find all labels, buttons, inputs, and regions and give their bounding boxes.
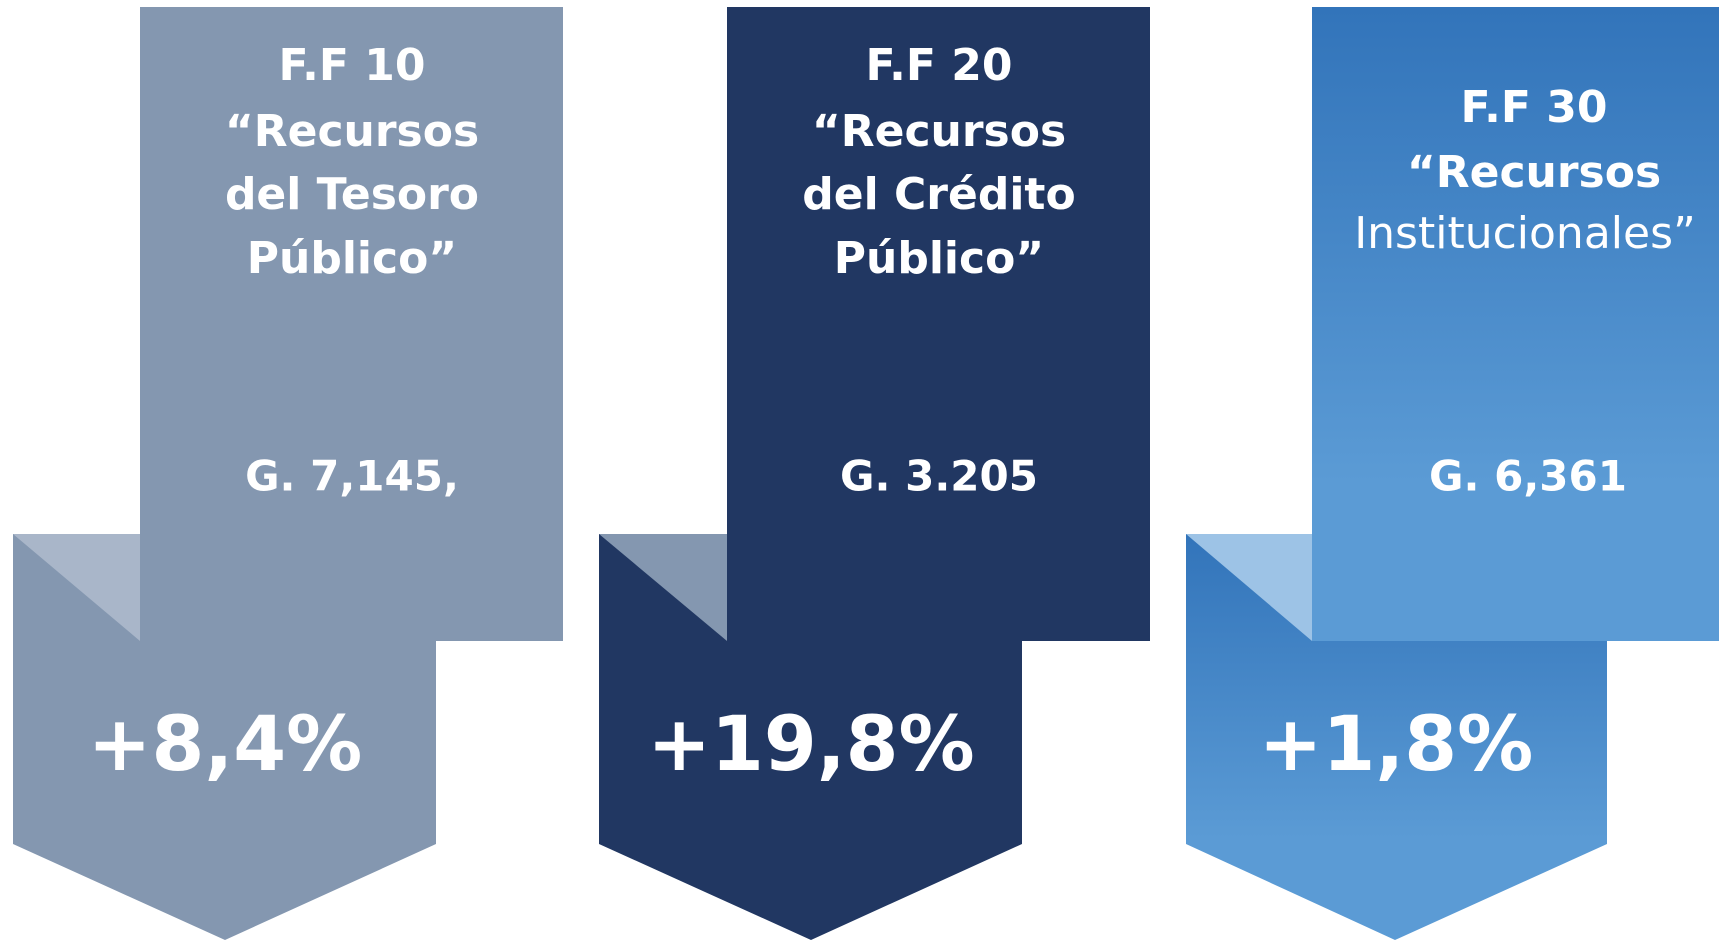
amount: G. 7,145,: [245, 452, 459, 501]
card: F.F 30 “Recursos Institucionales” G. 6,3…: [1186, 7, 1719, 940]
change: +8,4%: [88, 699, 362, 788]
card-title: del Tesoro: [225, 169, 479, 220]
arrow: [13, 534, 436, 940]
fold: [599, 534, 727, 641]
card-title: F.F 20: [866, 40, 1013, 91]
card-title: “Recursos: [1407, 147, 1661, 198]
card-panel: [140, 7, 563, 641]
arrow: [1186, 534, 1607, 940]
arrow: [599, 534, 1022, 940]
card-title: “Recursos: [225, 106, 479, 157]
fold: [13, 534, 140, 641]
change: +1,8%: [1259, 699, 1533, 788]
card: F.F 10 “Recursos del Tesoro Público” G. …: [13, 7, 563, 940]
card-title: del Crédito: [802, 169, 1075, 220]
amount: G. 6,361: [1429, 452, 1627, 501]
card-title: Institucionales”: [1354, 208, 1696, 259]
card-title: F.F 30: [1461, 82, 1608, 133]
card-title: “Recursos: [812, 106, 1066, 157]
amount: G. 3.205: [840, 452, 1038, 501]
change: +19,8%: [647, 699, 974, 788]
card: F.F 20 “Recursos del Crédito Público” G.…: [599, 7, 1150, 940]
fold: [1186, 534, 1312, 641]
card-panel: [1312, 7, 1719, 641]
card-title: F.F 10: [279, 40, 426, 91]
card-title: Público”: [247, 233, 457, 284]
card-panel: [727, 7, 1150, 641]
card-title: Público”: [834, 233, 1044, 284]
